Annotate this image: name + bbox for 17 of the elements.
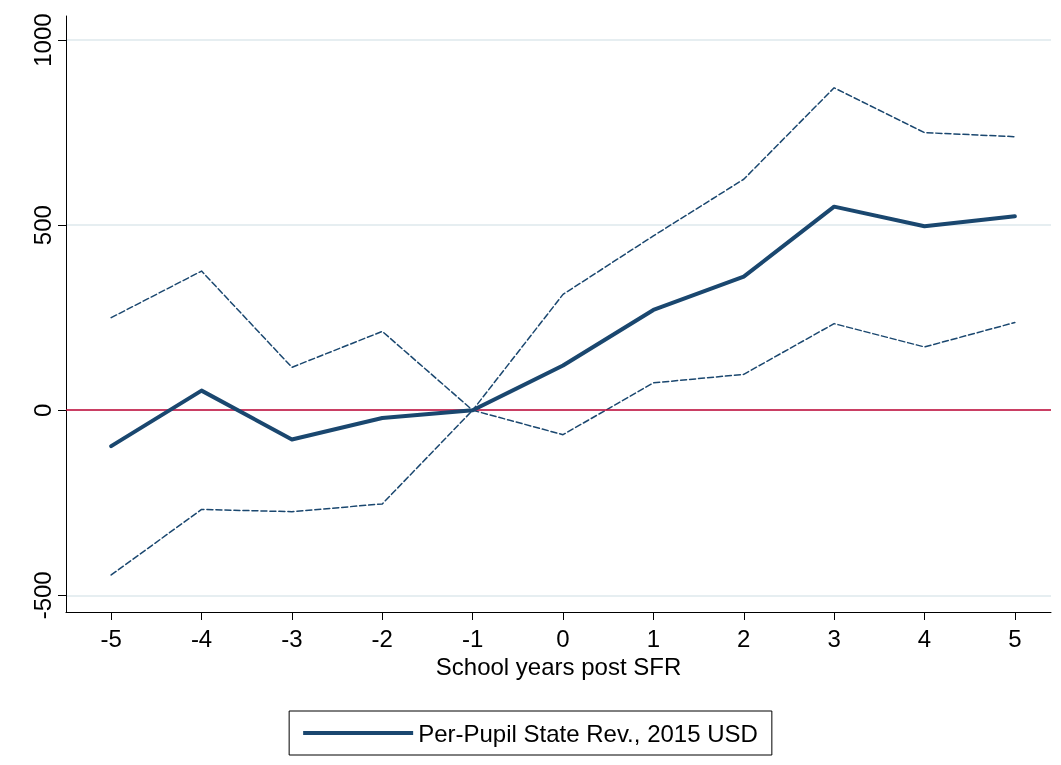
x-axis-title: School years post SFR [435,653,682,681]
x-tick-label: 0 [556,624,570,652]
x-tick-label: -4 [190,624,213,652]
x-tick-label: -2 [371,624,393,652]
x-tick-label: 2 [737,624,751,652]
legend-label: Per-Pupil State Rev., 2015 USD [418,719,758,747]
y-tick-label: -500 [28,571,56,620]
x-tick-label: -3 [281,624,303,652]
x-tick-label: 1 [646,624,661,652]
x-tick-label: 4 [917,624,932,652]
y-tick-label: 500 [28,205,56,246]
y-tick-label: 0 [28,403,56,417]
x-tick-label: -1 [461,624,484,652]
x-tick-label: 5 [1008,624,1022,652]
x-tick-label: 3 [827,624,841,652]
y-tick-label: 1000 [28,13,56,67]
x-tick-label: -5 [100,624,122,652]
